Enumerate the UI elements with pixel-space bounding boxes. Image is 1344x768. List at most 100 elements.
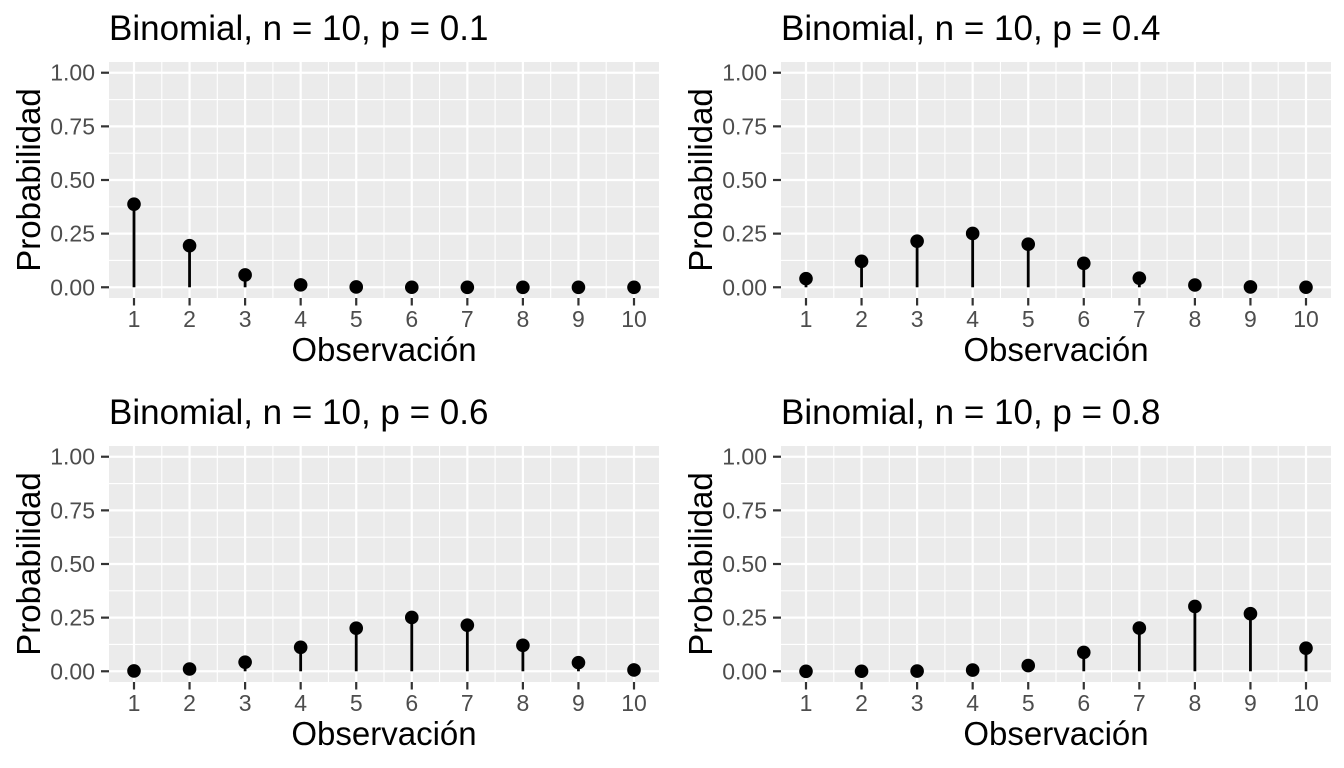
x-tick-label: 2	[183, 306, 196, 332]
x-tick-label: 4	[966, 306, 979, 332]
chart-binomial-p0.1: 0.00 0.25 0.50 0.75 1.00 1 2 3 4 5 6 7 8 9 10 Binomial…	[10, 9, 659, 368]
data-point	[349, 280, 364, 294]
chart-area: 0.00 0.25 0.50 0.75 1.00 1 2 3 4 5 6 7 8 9 10	[50, 444, 659, 716]
x-tick-label: 5	[350, 306, 363, 332]
y-tick-label: 0.25	[722, 605, 767, 631]
data-point	[854, 254, 869, 269]
y-tick-label: 0.00	[722, 274, 767, 300]
data-point	[1188, 599, 1202, 614]
panel-binomial-p0.1: 0.00 0.25 0.50 0.75 1.00 1 2 3 4 5 6 7 8 9 10 Binomial…	[0, 0, 672, 384]
x-axis-title: Observación	[963, 715, 1148, 752]
data-point	[1243, 606, 1258, 621]
data-point	[627, 280, 641, 295]
x-tick-label: 9	[1244, 306, 1257, 332]
x-tick-label: 2	[855, 306, 868, 332]
y-tick-label: 1.00	[50, 444, 95, 470]
data-point	[1299, 280, 1313, 295]
y-axis-title: Probabilidad	[10, 88, 47, 271]
data-point	[910, 234, 924, 248]
chart-binomial-p0.4: 0.00 0.25 0.50 0.75 1.00 1 2 3 4 5 6 7 8 9 10 Binomial…	[682, 9, 1331, 368]
data-point	[965, 226, 980, 241]
x-tick-label: 2	[183, 690, 196, 716]
x-tick-label: 7	[1133, 690, 1146, 716]
y-tick-label: 0.00	[722, 658, 767, 684]
x-tick-label: 3	[239, 690, 252, 716]
y-tick-label: 0.00	[50, 274, 95, 300]
data-point	[627, 663, 641, 677]
data-point	[349, 621, 364, 636]
chart-area: 0.00 0.25 0.50 0.75 1.00 1 2 3 4 5 6 7 8 9 10	[50, 60, 659, 332]
data-point	[238, 655, 252, 669]
x-tick-label: 9	[1244, 690, 1257, 716]
chart-area: 0.00 0.25 0.50 0.75 1.00 1 2 3 4 5 6 7 8 9 10	[722, 60, 1331, 332]
y-axis-title: Probabilidad	[682, 472, 719, 655]
x-tick-label: 1	[128, 306, 141, 332]
y-tick-label: 0.75	[722, 497, 767, 523]
data-point	[182, 662, 197, 676]
panel-binomial-p0.4: 0.00 0.25 0.50 0.75 1.00 1 2 3 4 5 6 7 8 9 10 Binomial…	[672, 0, 1344, 384]
plot-title: Binomial, n = 10, p = 0.8	[781, 393, 1160, 432]
x-tick-label: 2	[855, 690, 868, 716]
y-tick-label: 1.00	[722, 444, 767, 470]
x-axis-title: Observación	[963, 331, 1148, 368]
x-tick-label: 5	[350, 690, 363, 716]
x-tick-label: 6	[1077, 690, 1090, 716]
data-point	[182, 238, 197, 253]
x-tick-label: 4	[294, 306, 307, 332]
data-point	[1021, 237, 1036, 252]
plot-title: Binomial, n = 10, p = 0.6	[109, 393, 488, 432]
x-tick-label: 4	[966, 690, 979, 716]
y-axis-title: Probabilidad	[10, 472, 47, 655]
data-point	[460, 280, 475, 295]
data-point	[965, 663, 980, 677]
x-tick-label: 8	[516, 690, 529, 716]
chart-binomial-p0.8: 0.00 0.25 0.50 0.75 1.00 1 2 3 4 5 6 7 8 9 10 Binomial…	[682, 393, 1331, 752]
data-point	[293, 640, 308, 655]
x-axis-title: Observación	[291, 715, 476, 752]
x-tick-label: 5	[1022, 690, 1035, 716]
data-point	[404, 280, 419, 295]
y-tick-label: 0.75	[50, 113, 95, 139]
y-tick-label: 0.25	[722, 221, 767, 247]
data-point	[127, 664, 141, 678]
x-tick-label: 8	[516, 306, 529, 332]
plot-title: Binomial, n = 10, p = 0.1	[109, 9, 488, 48]
data-point	[238, 268, 252, 282]
y-tick-label: 0.25	[50, 221, 95, 247]
data-point	[460, 618, 475, 632]
x-tick-label: 6	[405, 306, 418, 332]
y-tick-label: 0.50	[722, 551, 767, 577]
x-tick-label: 6	[1077, 306, 1090, 332]
x-tick-label: 8	[1188, 306, 1201, 332]
x-tick-label: 10	[1293, 690, 1319, 716]
panel-binomial-p0.6: 0.00 0.25 0.50 0.75 1.00 1 2 3 4 5 6 7 8 9 10 Binomial…	[0, 384, 672, 768]
x-tick-label: 10	[621, 690, 647, 716]
data-point	[799, 271, 813, 286]
x-tick-label: 3	[239, 306, 252, 332]
data-point	[910, 664, 924, 678]
data-point	[1188, 278, 1202, 292]
x-tick-label: 7	[461, 306, 474, 332]
data-point	[1076, 256, 1091, 271]
x-tick-label: 5	[1022, 306, 1035, 332]
data-point	[293, 278, 308, 292]
x-tick-label: 9	[572, 306, 585, 332]
y-tick-label: 0.50	[50, 551, 95, 577]
data-point	[1132, 271, 1147, 285]
panel-binomial-p0.8: 0.00 0.25 0.50 0.75 1.00 1 2 3 4 5 6 7 8 9 10 Binomial…	[672, 384, 1344, 768]
y-tick-label: 0.50	[722, 167, 767, 193]
data-point	[1076, 645, 1091, 660]
data-point	[516, 280, 530, 295]
y-tick-label: 1.00	[722, 60, 767, 86]
x-tick-label: 1	[800, 690, 813, 716]
y-tick-label: 1.00	[50, 60, 95, 86]
x-tick-label: 9	[572, 690, 585, 716]
y-axis-title: Probabilidad	[682, 88, 719, 271]
data-point	[1243, 280, 1258, 294]
y-tick-label: 0.00	[50, 658, 95, 684]
y-tick-label: 0.75	[722, 113, 767, 139]
x-tick-label: 7	[461, 690, 474, 716]
x-tick-label: 3	[911, 690, 924, 716]
data-point	[127, 197, 141, 211]
